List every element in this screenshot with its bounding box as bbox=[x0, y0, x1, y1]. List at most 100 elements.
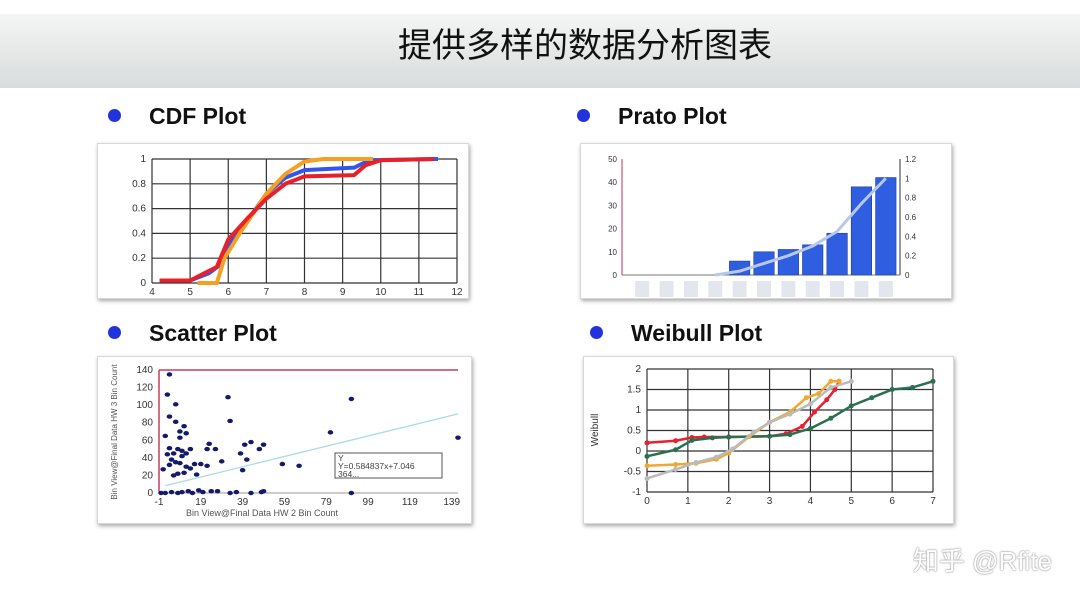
weibull-x-tick: 4 bbox=[808, 496, 814, 507]
scatter-point bbox=[175, 446, 181, 452]
scatter-point bbox=[193, 472, 200, 477]
weibull-series-3-point bbox=[828, 384, 834, 390]
weibull-series-0-point bbox=[644, 440, 650, 446]
scatter-y-tick: 80 bbox=[142, 418, 154, 429]
prato-category-label bbox=[781, 281, 796, 297]
weibull-y-tick: 1.5 bbox=[627, 385, 641, 396]
scatter-point bbox=[170, 473, 177, 478]
weibull-series-0-point bbox=[799, 423, 805, 429]
prato-y2-tick: 0.8 bbox=[905, 194, 917, 203]
weibull-y-tick: 0.5 bbox=[627, 426, 641, 437]
prato-category-label bbox=[830, 281, 845, 297]
cdf-y-tick: 0.4 bbox=[132, 228, 146, 239]
scatter-point bbox=[183, 451, 189, 456]
scatter-point bbox=[177, 460, 183, 466]
scatter-point bbox=[166, 462, 173, 468]
cdf-x-tick: 8 bbox=[302, 287, 308, 298]
cdf-y-tick: 0.8 bbox=[132, 179, 146, 190]
weibull-series-1-point bbox=[807, 425, 813, 431]
scatter-point bbox=[172, 402, 179, 407]
weibull-series-1-point bbox=[787, 432, 793, 438]
weibull-series-2-point bbox=[673, 462, 679, 468]
scatter-point bbox=[260, 442, 267, 447]
bullet-dot-icon bbox=[108, 109, 121, 123]
weibull-series-1-point bbox=[689, 437, 695, 443]
weibull-series-0-point bbox=[824, 397, 830, 403]
cdf-y-tick: 1 bbox=[140, 154, 146, 165]
scatter-point bbox=[177, 435, 183, 440]
watermark: 知乎 @Rfite bbox=[912, 546, 1052, 576]
scatter-x-tick: -1 bbox=[155, 497, 164, 508]
scatter-point bbox=[164, 392, 171, 397]
scatter-point bbox=[166, 445, 173, 451]
scatter-point bbox=[200, 489, 206, 495]
weibull-y-tick: -0.5 bbox=[624, 467, 642, 478]
scatter-point bbox=[187, 466, 194, 471]
bullet-dot-icon bbox=[108, 326, 121, 340]
scatter-point bbox=[248, 490, 254, 496]
weibull-series-3-point bbox=[750, 430, 756, 436]
cdf-series-2-line bbox=[159, 157, 435, 283]
scatter-point bbox=[204, 463, 210, 468]
weibull-series-3-point bbox=[807, 401, 813, 407]
prato-category-label bbox=[708, 281, 723, 297]
scatter-x-tick: 139 bbox=[443, 497, 460, 508]
weibull-series-3-point bbox=[848, 378, 854, 384]
weibull-y-label: Weibull bbox=[590, 414, 601, 447]
weibull-series-1-point bbox=[828, 415, 834, 421]
cdf-y-tick: 0.6 bbox=[132, 204, 146, 215]
cdf-x-tick: 5 bbox=[187, 287, 193, 298]
weibull-series-3-point bbox=[730, 446, 736, 452]
weibull-series-1-line bbox=[646, 380, 934, 458]
scatter-point bbox=[260, 489, 267, 494]
weibull-series-3-point bbox=[644, 475, 650, 481]
weibull-series-3-point bbox=[787, 411, 793, 417]
prato-bar bbox=[850, 186, 872, 276]
cdf-x-tick: 7 bbox=[264, 287, 270, 298]
scatter-y-tick: 120 bbox=[136, 383, 153, 394]
scatter-point bbox=[212, 446, 219, 452]
scatter-x-tick: 19 bbox=[195, 497, 207, 508]
weibull-series-0-point bbox=[812, 409, 818, 415]
weibull-series-3-point bbox=[673, 466, 679, 472]
scatter-y-tick: 100 bbox=[136, 400, 153, 411]
cdf-chart-frame bbox=[97, 143, 469, 299]
prato-y-tick: 10 bbox=[608, 248, 617, 257]
prato-category-label bbox=[635, 281, 650, 297]
cdf-x-tick: 6 bbox=[225, 287, 231, 298]
scatter-point bbox=[168, 457, 175, 462]
scatter-point bbox=[162, 433, 169, 439]
scatter-point bbox=[172, 419, 179, 425]
prato-category-label bbox=[732, 281, 747, 297]
scatter-point bbox=[214, 489, 221, 494]
section-cdf: CDF Plot bbox=[108, 103, 246, 130]
weibull-series-1-point bbox=[910, 384, 916, 390]
scatter-annotation-box bbox=[334, 452, 443, 479]
weibull-x-tick: 1 bbox=[685, 496, 691, 507]
prato-category-label bbox=[659, 281, 674, 297]
scatter-point bbox=[170, 451, 177, 456]
scatter-x-tick: 59 bbox=[279, 497, 291, 508]
prato-y-tick: 40 bbox=[608, 178, 617, 187]
scatter-y-label: Bin View@Final Data HW 3 Bin Count bbox=[110, 364, 119, 500]
section-prato: Prato Plot bbox=[577, 103, 727, 130]
scatter-y-tick: 20 bbox=[142, 470, 154, 481]
scatter-point bbox=[327, 430, 334, 435]
weibull-x-tick: 7 bbox=[930, 496, 936, 507]
scatter-point bbox=[181, 424, 187, 429]
weibull-x-tick: 6 bbox=[889, 496, 895, 507]
scatter-point bbox=[248, 439, 254, 445]
scatter-point bbox=[179, 448, 185, 454]
prato-y2-tick: 0.6 bbox=[905, 213, 917, 222]
cdf-series-1-line bbox=[197, 157, 374, 285]
scatter-point bbox=[348, 396, 355, 402]
scatter-point bbox=[296, 463, 302, 468]
weibull-series-3-point bbox=[767, 419, 773, 425]
scatter-point bbox=[166, 414, 173, 419]
cdf-x-tick: 12 bbox=[451, 287, 463, 298]
weibull-x-tick: 2 bbox=[726, 496, 732, 507]
cdf-y-tick: 0 bbox=[140, 278, 146, 289]
scatter-point bbox=[455, 435, 461, 440]
scatter-point bbox=[179, 453, 185, 459]
